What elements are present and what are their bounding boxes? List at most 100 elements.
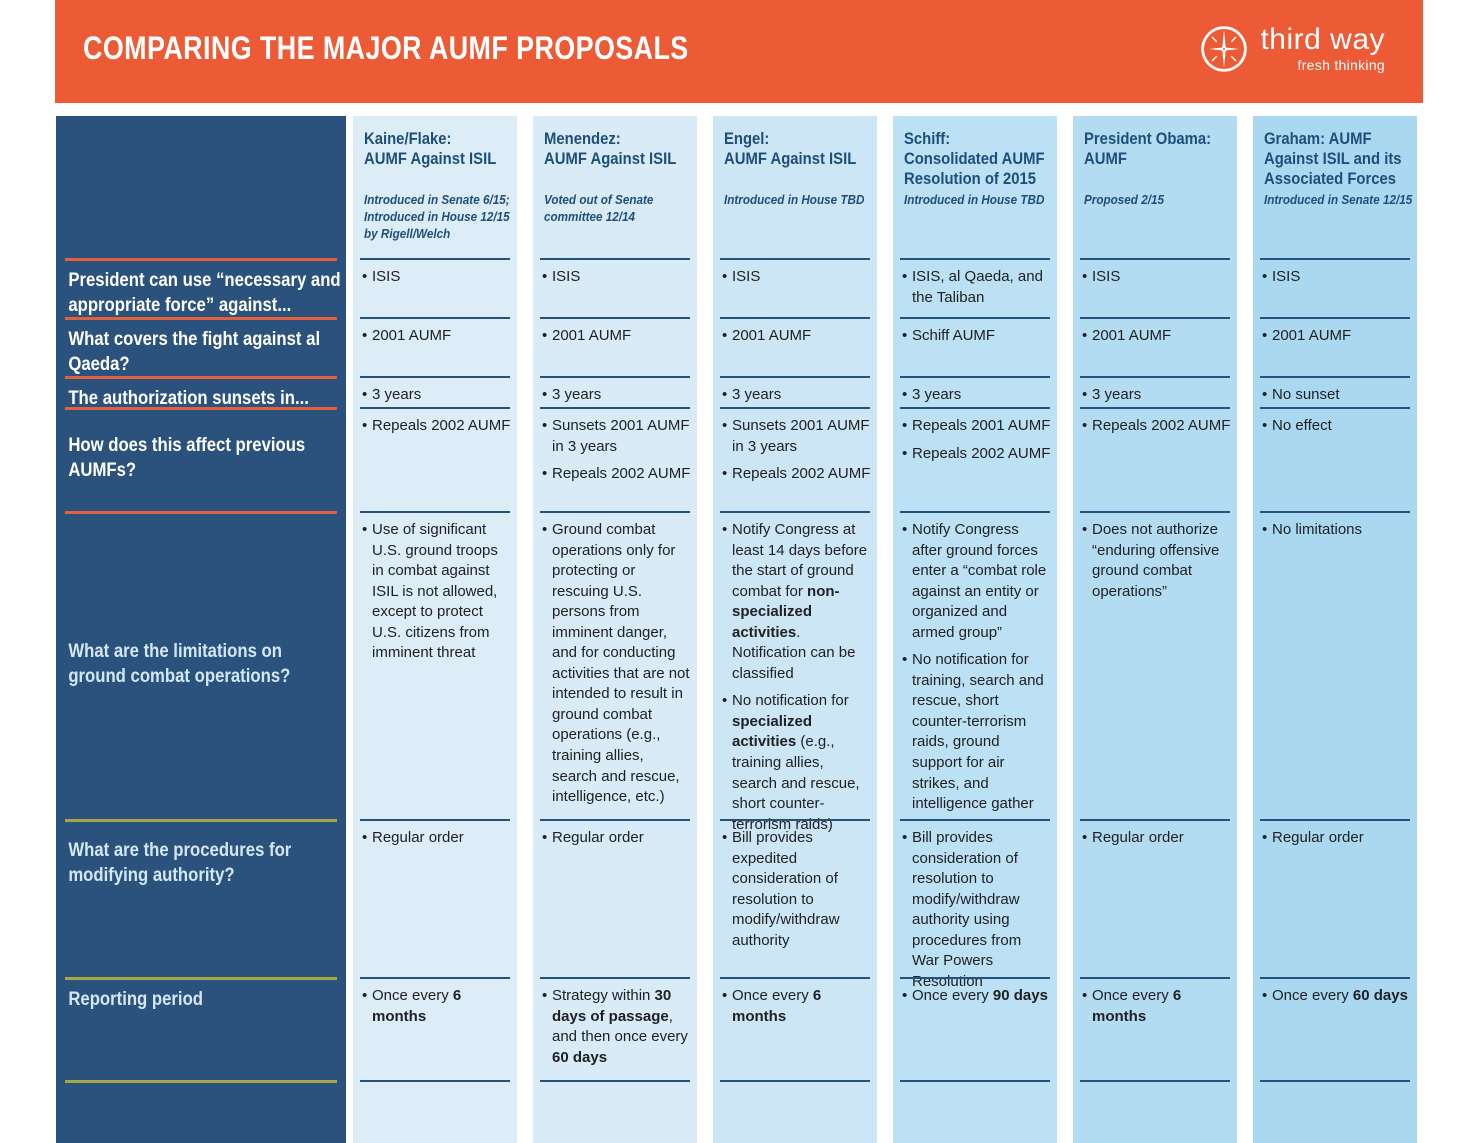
table-cell: • ISIS, al Qaeda, and the Taliban bbox=[893, 258, 1057, 317]
bullet-item: • Bill provides expedited consideration o… bbox=[722, 828, 871, 951]
column-header: Menendez: AUMF Against ISIL Voted out of … bbox=[533, 116, 697, 258]
bullet-text: 2001 AUMF bbox=[552, 327, 632, 344]
table-cell: • No effect bbox=[1253, 407, 1417, 511]
row-label-2: What covers the fight against al Qaeda? bbox=[56, 317, 346, 376]
table-cell: • Once every 6 months bbox=[353, 977, 517, 1080]
bullet-item: • Regular order bbox=[362, 828, 511, 849]
bullet-item: • No limitations bbox=[1262, 520, 1411, 541]
bullet-dot: • bbox=[902, 651, 908, 669]
proposal-column-1: Kaine/Flake: AUMF Against ISIL Introduced… bbox=[353, 116, 517, 1143]
bullet-dot: • bbox=[542, 465, 548, 483]
bullet-dot: • bbox=[722, 465, 728, 483]
bullet-dot: • bbox=[362, 829, 368, 846]
bullet-dot: • bbox=[722, 386, 728, 403]
bullet-item: • No notification for training, search an… bbox=[902, 650, 1051, 814]
table-cell: • Strategy within 30 days of passage, and… bbox=[533, 977, 697, 1080]
bullet-item: • Repeals 2002 AUMF bbox=[362, 416, 511, 437]
column-title: Graham: AUMF Against ISIL and its Associ… bbox=[1264, 130, 1402, 189]
bullet-dot: • bbox=[902, 417, 908, 434]
bullet-item: • 2001 AUMF bbox=[722, 326, 871, 347]
bullet-text: 3 years bbox=[372, 386, 422, 403]
table-cell: • Notify Congress after ground forces ent… bbox=[893, 511, 1057, 819]
bullet-dot: • bbox=[902, 987, 908, 1004]
bullet-item: • 3 years bbox=[542, 385, 691, 406]
bullet-text: Repeals 2001 AUMF bbox=[912, 417, 1051, 434]
bullet-item: • No effect bbox=[1262, 416, 1411, 437]
column-tail bbox=[353, 1080, 517, 1143]
bullet-text: Notify Congress after ground forces ente… bbox=[912, 521, 1047, 641]
table-cell: • Repeals 2001 AUMF • Repeals 2002 AUMF bbox=[893, 407, 1057, 511]
column-header: Graham: AUMF Against ISIL and its Associ… bbox=[1253, 116, 1417, 258]
bullet-item: • Sunsets 2001 AUMF in 3 years bbox=[722, 416, 871, 457]
bullet-item: • ISIS bbox=[722, 267, 871, 288]
bullet-item: • Repeals 2002 AUMF bbox=[902, 444, 1051, 465]
row-label-text: What are the limitations on ground comba… bbox=[68, 641, 291, 687]
table-cell: • 2001 AUMF bbox=[1253, 317, 1417, 376]
column-title: Kaine/Flake: AUMF Against ISIL bbox=[364, 130, 497, 169]
bullet-text: Regular order bbox=[1092, 829, 1184, 846]
column-title: Menendez: AUMF Against ISIL bbox=[544, 130, 677, 169]
bullet-text: No notification for training, search and… bbox=[912, 651, 1044, 813]
row-label-text: President can use “necessary and appropr… bbox=[68, 270, 341, 316]
bullet-text: 2001 AUMF bbox=[372, 327, 452, 344]
bullet-text: Schiff AUMF bbox=[912, 327, 996, 344]
table-cell: • 2001 AUMF bbox=[713, 317, 877, 376]
table-cell: • Ground combat operations only for prote… bbox=[533, 511, 697, 819]
bullet-text: Notify Congress at least 14 days before … bbox=[732, 521, 868, 682]
bullet-text: Regular order bbox=[372, 829, 464, 846]
page-title: COMPARING THE MAJOR AUMF PROPOSALS bbox=[83, 30, 689, 66]
column-subtitle: Introduced in Senate 6/15; Introduced in… bbox=[364, 192, 510, 241]
bullet-text: ISIS bbox=[732, 268, 761, 285]
bullet-dot: • bbox=[362, 417, 368, 434]
proposal-column-5: President Obama: AUMF Proposed 2/15 • ISIS •… bbox=[1073, 116, 1237, 1143]
column-tail bbox=[1253, 1080, 1417, 1143]
bullet-text: Use of significant U.S. ground troops in… bbox=[372, 521, 498, 662]
bullet-item: • Notify Congress at least 14 days before… bbox=[722, 520, 871, 684]
table-cell: • Bill provides expedited consideration o… bbox=[713, 819, 877, 977]
bullet-text: 3 years bbox=[1092, 386, 1142, 403]
bullet-item: • Repeals 2002 AUMF bbox=[722, 464, 871, 485]
bullet-dot: • bbox=[902, 327, 908, 344]
bullet-dot: • bbox=[902, 829, 908, 846]
bullet-dot: • bbox=[542, 386, 548, 403]
table-cell: • Once every 6 months bbox=[713, 977, 877, 1080]
bullet-dot: • bbox=[542, 417, 548, 434]
bullet-dot: • bbox=[1262, 521, 1268, 538]
bullet-item: • Does not authorize “enduring offensive … bbox=[1082, 520, 1231, 602]
column-title: President Obama: AUMF bbox=[1084, 130, 1212, 169]
bullet-dot: • bbox=[542, 268, 548, 285]
bullet-item: • Regular order bbox=[1262, 828, 1411, 849]
bullet-item: • Repeals 2001 AUMF bbox=[902, 416, 1051, 437]
table-cell: • Regular order bbox=[533, 819, 697, 977]
bullet-text: No limitations bbox=[1272, 521, 1363, 538]
bullet-dot: • bbox=[542, 829, 548, 846]
bullet-text: No sunset bbox=[1272, 386, 1340, 403]
bullet-dot: • bbox=[902, 268, 908, 285]
bullet-dot: • bbox=[1082, 268, 1088, 285]
bullet-dot: • bbox=[902, 444, 908, 462]
proposal-column-4: Schiff: Consolidated AUMF Resolution of … bbox=[893, 116, 1057, 1143]
bullet-item: • ISIS bbox=[542, 267, 691, 288]
bullet-text: 3 years bbox=[552, 386, 602, 403]
bullet-dot: • bbox=[1262, 327, 1268, 344]
column-subtitle: Introduced in House TBD bbox=[904, 192, 1045, 207]
row-label-text: Reporting period bbox=[68, 989, 204, 1010]
bullet-dot: • bbox=[542, 987, 548, 1004]
column-subtitle: Proposed 2/15 bbox=[1084, 192, 1164, 207]
bullet-text: Repeals 2002 AUMF bbox=[1092, 417, 1231, 434]
table-cell: • Use of significant U.S. ground troops i… bbox=[353, 511, 517, 819]
bullet-text: Ground combat operations only for protec… bbox=[552, 521, 690, 806]
bullet-dot: • bbox=[1082, 987, 1088, 1004]
compass-icon bbox=[1199, 24, 1249, 74]
bullet-item: • Ground combat operations only for prote… bbox=[542, 520, 691, 808]
bullet-text: Once every 6 months bbox=[732, 987, 822, 1025]
bullet-dot: • bbox=[362, 987, 368, 1004]
thirdway-logo: third way fresh thinking bbox=[1199, 24, 1385, 74]
bullet-item: • ISIS, al Qaeda, and the Taliban bbox=[902, 267, 1051, 308]
bullet-item: • Strategy within 30 days of passage, and… bbox=[542, 986, 691, 1068]
row-label-1: President can use “necessary and appropr… bbox=[56, 258, 346, 317]
bullet-text: ISIS bbox=[1092, 268, 1121, 285]
table-cell: • Sunsets 2001 AUMF in 3 years • Repeals 20… bbox=[533, 407, 697, 511]
proposal-column-6: Graham: AUMF Against ISIL and its Associ… bbox=[1253, 116, 1417, 1143]
